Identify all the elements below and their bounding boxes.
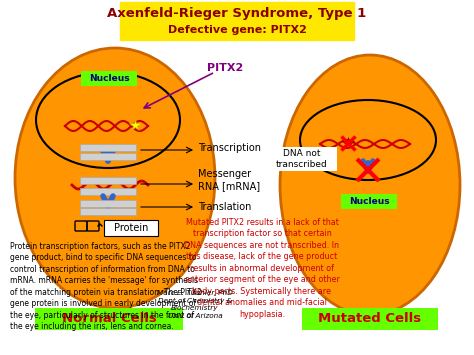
Text: Normal Cells: Normal Cells — [62, 312, 156, 326]
FancyBboxPatch shape — [35, 308, 183, 330]
Text: Protein: Protein — [114, 223, 148, 233]
Ellipse shape — [15, 48, 215, 308]
Ellipse shape — [36, 72, 180, 168]
Text: Nucleus: Nucleus — [89, 74, 129, 83]
FancyBboxPatch shape — [104, 220, 158, 236]
Text: Translation: Translation — [198, 202, 251, 212]
Text: Marc E. Tischler, PhD
Dept of Chemistry &
Biochemistry
Univ of Arizona: Marc E. Tischler, PhD Dept of Chemistry … — [157, 290, 233, 319]
Text: Protein transcription factors, such as the PITX2
gene product, bind to specific : Protein transcription factors, such as t… — [10, 242, 202, 331]
FancyBboxPatch shape — [120, 2, 354, 40]
FancyBboxPatch shape — [80, 208, 136, 215]
Text: Axenfeld-Rieger Syndrome, Type 1: Axenfeld-Rieger Syndrome, Type 1 — [108, 7, 366, 21]
FancyBboxPatch shape — [81, 71, 137, 86]
Text: Nucleus: Nucleus — [349, 197, 389, 206]
Text: PITX2: PITX2 — [207, 63, 243, 73]
Text: Mutated PITX2 results in a lack of that
transcription factor so that certain
DNA: Mutated PITX2 results in a lack of that … — [184, 218, 339, 318]
Text: Transcription: Transcription — [198, 143, 261, 153]
Text: Defective gene: PITX2: Defective gene: PITX2 — [168, 25, 306, 35]
FancyBboxPatch shape — [80, 200, 136, 207]
FancyBboxPatch shape — [80, 188, 136, 195]
FancyBboxPatch shape — [80, 144, 136, 151]
FancyBboxPatch shape — [341, 194, 397, 209]
FancyBboxPatch shape — [80, 177, 136, 184]
Text: Messenger
RNA [mRNA]: Messenger RNA [mRNA] — [198, 169, 260, 191]
Ellipse shape — [280, 55, 460, 315]
Text: Mutated Cells: Mutated Cells — [319, 312, 421, 326]
FancyBboxPatch shape — [302, 308, 438, 330]
FancyBboxPatch shape — [267, 147, 337, 171]
FancyBboxPatch shape — [80, 153, 136, 160]
Ellipse shape — [300, 100, 436, 180]
Text: DNA not
transcribed: DNA not transcribed — [276, 149, 328, 169]
